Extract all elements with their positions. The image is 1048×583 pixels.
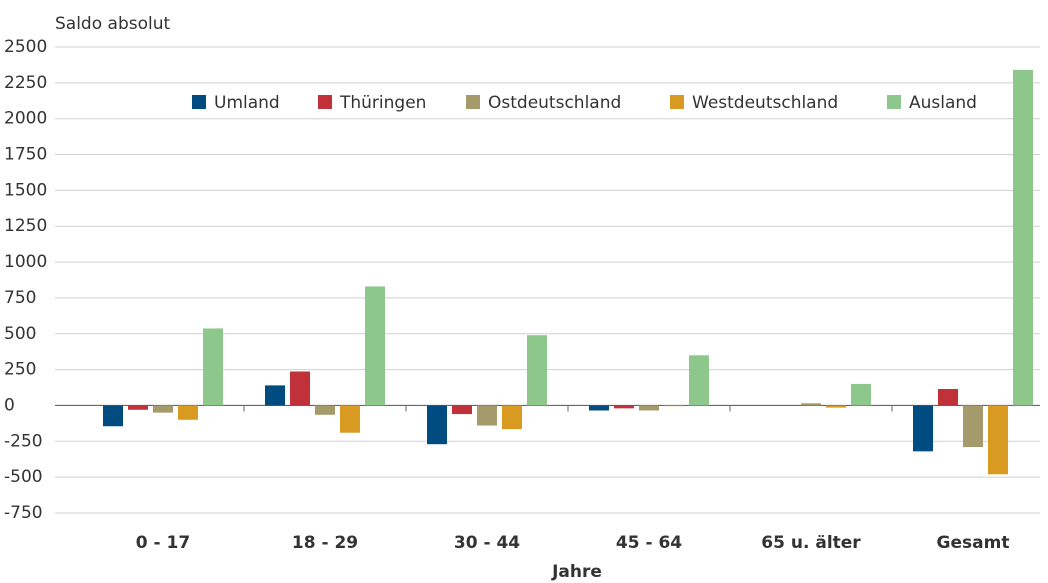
y-axis-title: Saldo absolut (55, 14, 170, 34)
bar (477, 405, 497, 426)
legend-swatch (887, 95, 901, 109)
y-tick-label: 1250 (4, 216, 47, 236)
legend-label: Westdeutschland (692, 93, 838, 113)
bar (589, 405, 609, 411)
y-tick-label: -500 (4, 467, 43, 487)
y-tick-label: -750 (4, 503, 43, 523)
bar (851, 383, 871, 406)
bar (365, 286, 385, 406)
bar (913, 405, 933, 452)
x-tick-label: 30 - 44 (454, 533, 520, 553)
bar (315, 405, 335, 415)
bar (340, 405, 360, 433)
y-tick-label: 750 (4, 288, 36, 308)
y-tick-label: 1500 (4, 180, 47, 200)
y-tick-label: -250 (4, 431, 43, 451)
bar (128, 405, 148, 410)
bar (988, 405, 1008, 475)
y-tick-label: 2000 (4, 109, 47, 129)
legend-swatch (318, 95, 332, 109)
x-axis-title: Jahre (551, 562, 602, 582)
x-tick-label: 65 u. älter (761, 533, 861, 553)
y-tick-label: 1750 (4, 145, 47, 165)
x-tick-label: 45 - 64 (616, 533, 682, 553)
bar (427, 405, 447, 445)
legend-label: Ausland (909, 93, 977, 113)
bar (614, 405, 634, 409)
x-tick-label: Gesamt (937, 533, 1010, 553)
bar (639, 405, 659, 411)
y-tick-label: 2500 (4, 37, 47, 57)
bar (664, 405, 684, 407)
bar (826, 405, 846, 408)
bar (1013, 69, 1033, 406)
bar (265, 385, 285, 406)
bar (290, 371, 310, 406)
bar (153, 405, 173, 413)
y-tick-label: 2250 (4, 73, 47, 93)
bar (527, 335, 547, 406)
bar (689, 355, 709, 406)
legend-swatch (670, 95, 684, 109)
legend-swatch (466, 95, 480, 109)
bar (203, 328, 223, 406)
bar (178, 405, 198, 420)
y-tick-label: 500 (4, 324, 36, 344)
x-tick-label: 18 - 29 (292, 533, 358, 553)
y-tick-label: 1000 (4, 252, 47, 272)
y-tick-label: 0 (4, 395, 15, 415)
legend-label: Umland (214, 93, 280, 113)
bar (452, 405, 472, 415)
y-tick-label: 250 (4, 360, 36, 380)
bar (502, 405, 522, 430)
bar (938, 388, 958, 406)
bar (801, 403, 821, 406)
legend-swatch (192, 95, 206, 109)
legend-label: Thüringen (339, 93, 426, 113)
bar (103, 405, 123, 427)
x-tick-label: 0 - 17 (136, 533, 190, 553)
legend-label: Ostdeutschland (488, 93, 621, 113)
bar (963, 405, 983, 448)
